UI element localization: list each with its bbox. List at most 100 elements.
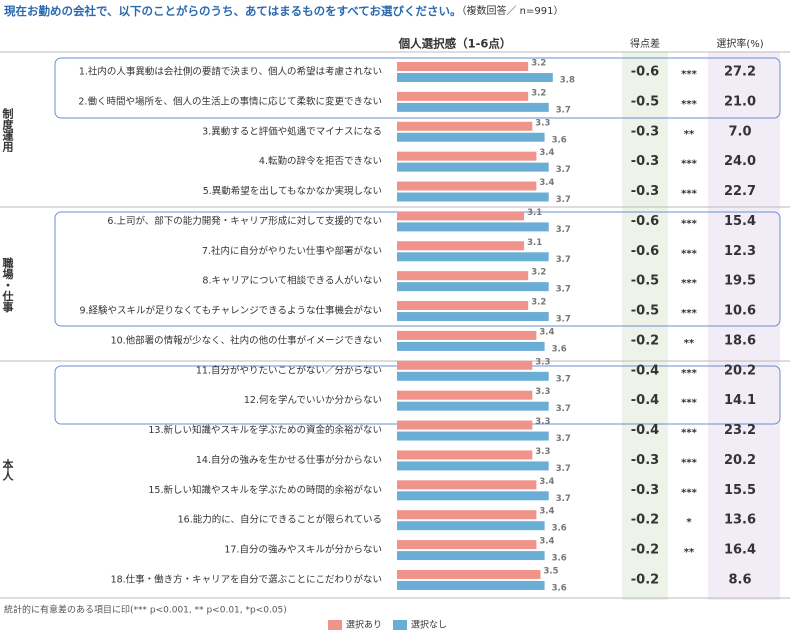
bar: [397, 551, 545, 561]
category-label: 14.自分の強みを生かせる仕事が分からない: [196, 454, 382, 466]
bar-value-label: 3.7: [556, 374, 571, 384]
bar-value-label: 3.6: [552, 583, 567, 593]
chart-title: 現在お勤めの会社で、以下のことがらのうち、あてはまるものをすべてお選びください。…: [4, 4, 563, 18]
rate-value: 20.2: [724, 363, 756, 378]
group-label: 制度運用: [1, 107, 14, 153]
bar-value-label: 3.7: [556, 315, 571, 325]
bar: [397, 132, 545, 142]
category-label: 1.社内の人事異動は会社側の要請で決まり、個人の希望は考慮されない: [79, 66, 382, 78]
bar: [397, 241, 525, 251]
rate-value: 12.3: [724, 244, 756, 259]
bar-value-label: 3.7: [556, 404, 571, 414]
significance: **: [684, 129, 695, 140]
bar-value-label: 3.3: [535, 357, 550, 367]
category-label: 11.自分がやりたいことがない／分からない: [196, 364, 382, 376]
diff-value: -0.5: [631, 94, 659, 109]
bar-value-label: 3.4: [539, 148, 554, 158]
category-label: 12.何を学んでいいか分からない: [244, 394, 382, 406]
significance: ***: [681, 398, 697, 409]
bar-value-label: 3.6: [552, 344, 567, 354]
rate-value: 23.2: [724, 423, 756, 438]
rate-header: 選択率(%): [716, 37, 763, 50]
category-label: 18.仕事・働き方・キャリアを自分で選ぶことにこだわりがない: [111, 573, 382, 585]
bar-value-label: 3.7: [556, 494, 571, 504]
diff-value: -0.2: [631, 333, 659, 348]
bar-value-label: 3.3: [535, 387, 550, 397]
bar-value-label: 3.7: [556, 165, 571, 175]
category-label: 9.経験やスキルが足りなくてもチャレンジできるような仕事機会がない: [79, 305, 382, 317]
bar: [397, 341, 545, 351]
bar: [397, 62, 529, 71]
bar: [397, 121, 533, 131]
bar: [397, 192, 549, 202]
bar-value-label: 3.6: [552, 135, 567, 145]
bar: [397, 569, 541, 579]
significance: ***: [681, 248, 697, 259]
bar: [397, 461, 549, 471]
bar: [397, 580, 545, 590]
significance: ***: [681, 487, 697, 498]
bar: [397, 510, 537, 520]
bar-value-label: 3.7: [556, 464, 571, 474]
significance: ***: [681, 278, 697, 289]
bar: [397, 282, 549, 292]
diff-value: -0.3: [631, 154, 659, 169]
category-label: 17.自分の強みやスキルが分からない: [224, 544, 382, 556]
rate-value: 24.0: [724, 154, 756, 169]
bar: [397, 73, 553, 82]
significance: ***: [681, 159, 697, 170]
bar-value-label: 3.4: [539, 178, 554, 188]
rate-value: 15.4: [724, 214, 756, 229]
rate-value: 19.5: [724, 274, 756, 289]
bar-value-label: 3.2: [531, 88, 546, 98]
significance: ***: [681, 189, 697, 200]
bar-value-label: 3.1: [527, 238, 542, 248]
bar: [397, 401, 549, 411]
diff-value: -0.2: [631, 543, 659, 558]
bar-value-label: 3.4: [539, 507, 554, 517]
bar: [397, 151, 537, 161]
rate-value: 20.2: [724, 453, 756, 468]
diff-value: -0.5: [631, 304, 659, 319]
bar-value-label: 3.2: [531, 298, 546, 308]
bar-value-label: 3.4: [539, 537, 554, 547]
group-label: 本人: [1, 458, 14, 481]
rate-value: 22.7: [724, 184, 756, 199]
rate-value: 13.6: [724, 513, 756, 528]
bar: [397, 330, 537, 340]
footnote: 統計的に有意差のある項目に印(*** p<0.001, ** p<0.01, *…: [4, 604, 287, 616]
bar-value-label: 3.2: [531, 268, 546, 278]
bar-value-label: 3.4: [539, 477, 554, 487]
bar: [397, 431, 549, 441]
diff-value: -0.3: [631, 453, 659, 468]
group-label: 職場・仕事: [1, 256, 15, 313]
significance: **: [684, 547, 695, 558]
bar-value-label: 3.6: [552, 524, 567, 534]
bar: [397, 540, 537, 550]
bar: [397, 91, 529, 101]
bar: [397, 450, 533, 460]
significance: ***: [681, 99, 697, 110]
bar-value-label: 3.6: [552, 554, 567, 564]
bar-value-label: 3.7: [556, 255, 571, 265]
rate-value: 7.0: [728, 124, 751, 139]
category-label: 16.能力的に、自分にできることが限られている: [178, 514, 382, 526]
bar: [397, 271, 529, 281]
bar-value-label: 3.7: [556, 195, 571, 205]
diff-value: -0.3: [631, 124, 659, 139]
bar-value-label: 3.3: [535, 417, 550, 427]
bar: [397, 480, 537, 490]
bar: [397, 420, 533, 430]
rate-value: 10.6: [724, 304, 756, 319]
diff-value: -0.6: [631, 244, 659, 259]
bar-value-label: 3.8: [560, 76, 575, 86]
category-label: 13.新しい知識やスキルを学ぶための資金的余裕がない: [148, 424, 382, 436]
bar: [397, 252, 549, 262]
significance: **: [684, 338, 695, 349]
highlight-box: [54, 57, 781, 119]
bar-value-label: 3.7: [556, 105, 571, 115]
significance: ***: [681, 69, 697, 80]
significance: ***: [681, 308, 697, 319]
category-label: 6.上司が、部下の能力開発・キャリア形成に対して支援的でない: [107, 215, 382, 227]
